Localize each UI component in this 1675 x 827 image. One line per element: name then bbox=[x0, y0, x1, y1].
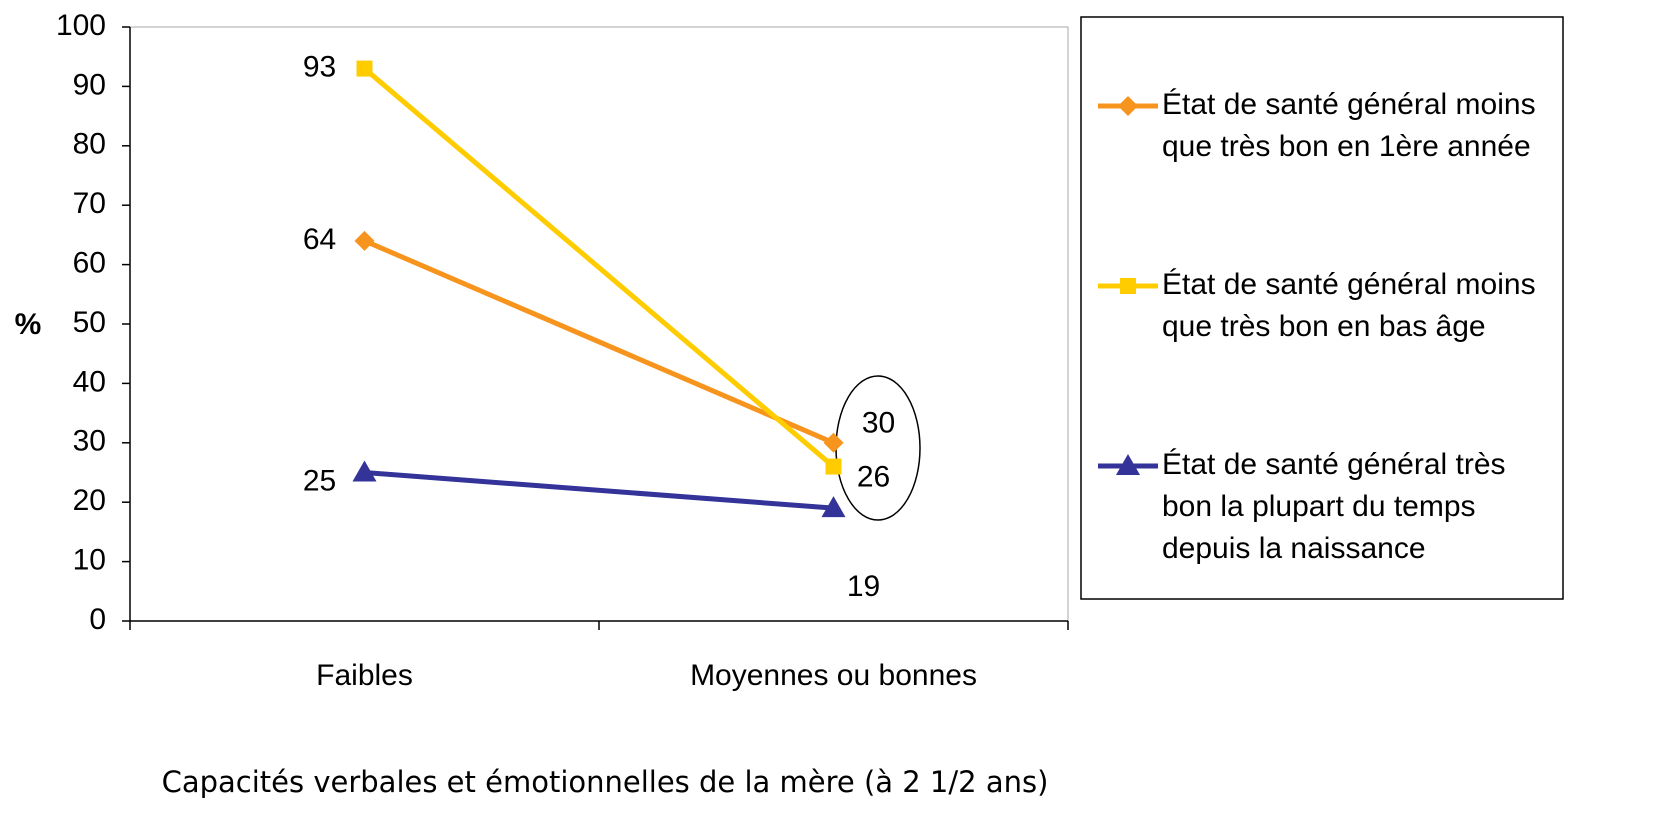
y-tick-label: 90 bbox=[73, 68, 106, 101]
data-label: 64 bbox=[303, 223, 336, 256]
y-tick-label: 0 bbox=[89, 603, 106, 636]
marker bbox=[352, 460, 377, 482]
y-tick-label: 60 bbox=[73, 247, 106, 280]
x-axis-title: Capacités verbales et émotionnelles de l… bbox=[162, 765, 1049, 799]
data-label: 30 bbox=[862, 407, 895, 440]
marker bbox=[356, 60, 373, 77]
marker bbox=[825, 458, 842, 475]
y-tick-label: 20 bbox=[73, 484, 106, 517]
legend-label: État de santé général très bon la plupart… bbox=[1162, 448, 1506, 565]
y-axis-title: % bbox=[15, 308, 42, 341]
marker bbox=[823, 432, 844, 453]
data-label: 93 bbox=[303, 51, 336, 84]
marker bbox=[1118, 96, 1138, 116]
y-tick-label: 50 bbox=[73, 306, 106, 339]
marker bbox=[354, 230, 375, 251]
series-line bbox=[363, 238, 835, 446]
legend-label: État de santé général moins que très bon … bbox=[1162, 268, 1536, 343]
data-label: 25 bbox=[303, 464, 336, 497]
y-tick-label: 80 bbox=[73, 128, 106, 161]
y-tick-label: 40 bbox=[73, 365, 106, 398]
marker bbox=[1120, 278, 1136, 294]
annotation-ellipse bbox=[835, 375, 921, 521]
data-label: 26 bbox=[857, 460, 890, 493]
y-tick-label: 10 bbox=[73, 544, 106, 577]
series-line bbox=[364, 470, 834, 511]
plot-area bbox=[129, 26, 1069, 622]
data-label: 19 bbox=[847, 570, 880, 603]
x-tick-label: Moyennes ou bonnes bbox=[690, 659, 977, 692]
y-tick-label: 70 bbox=[73, 187, 106, 220]
marker bbox=[821, 496, 846, 518]
y-tick-label: 30 bbox=[73, 425, 106, 458]
legend-box bbox=[1080, 16, 1564, 600]
y-tick-label: 100 bbox=[56, 9, 106, 42]
series-line bbox=[362, 66, 836, 469]
marker bbox=[1116, 454, 1140, 475]
legend-label: État de santé général moins que très bon … bbox=[1162, 88, 1536, 163]
x-tick-label: Faibles bbox=[316, 659, 413, 692]
